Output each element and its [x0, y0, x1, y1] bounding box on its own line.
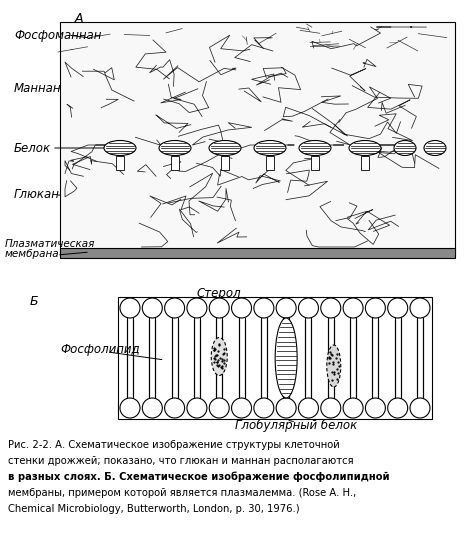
Circle shape	[142, 398, 162, 418]
Circle shape	[254, 398, 274, 418]
Text: Стерол: Стерол	[197, 287, 241, 300]
Text: Глюкан: Глюкан	[14, 189, 60, 202]
Bar	[60, 22, 455, 255]
Circle shape	[343, 298, 363, 318]
Ellipse shape	[394, 141, 416, 156]
Text: А: А	[75, 12, 83, 25]
Ellipse shape	[349, 141, 381, 156]
Circle shape	[276, 298, 296, 318]
Ellipse shape	[299, 141, 331, 156]
Text: мембраны, примером которой является плазмалемма. (Rose A. H.,: мембраны, примером которой является плаз…	[8, 488, 356, 498]
Bar	[60, 248, 455, 258]
Circle shape	[120, 298, 140, 318]
Ellipse shape	[424, 141, 446, 156]
Text: Маннан: Маннан	[14, 82, 61, 95]
Text: стенки дрожжей; показано, что глюкан и маннан располагаются: стенки дрожжей; показано, что глюкан и м…	[8, 456, 354, 466]
Ellipse shape	[159, 141, 191, 156]
Bar	[266, 156, 274, 170]
Circle shape	[120, 398, 140, 418]
Circle shape	[366, 398, 386, 418]
Circle shape	[231, 298, 251, 318]
Text: Рис. 2-2. А. Схематическое изображение структуры клеточной: Рис. 2-2. А. Схематическое изображение с…	[8, 440, 340, 450]
Circle shape	[410, 298, 430, 318]
Circle shape	[276, 398, 296, 418]
Circle shape	[343, 398, 363, 418]
Text: в разных слоях. Б. Схематическое изображение фосфолипидной: в разных слоях. Б. Схематическое изображ…	[8, 472, 390, 483]
Circle shape	[231, 398, 251, 418]
Bar	[118, 297, 432, 419]
Ellipse shape	[104, 141, 136, 156]
Text: Б: Б	[30, 295, 39, 308]
Text: Плазматическая: Плазматическая	[5, 239, 95, 249]
Ellipse shape	[327, 345, 341, 387]
Text: мембрана: мембрана	[5, 249, 60, 259]
Bar	[221, 156, 229, 170]
Circle shape	[321, 298, 341, 318]
Bar	[361, 156, 369, 170]
Circle shape	[366, 298, 386, 318]
Circle shape	[298, 398, 318, 418]
Circle shape	[321, 398, 341, 418]
Ellipse shape	[209, 141, 241, 156]
Text: Белок: Белок	[14, 142, 51, 155]
Bar	[116, 156, 124, 170]
Text: Chemical Microbiology, Butterworth, London, p. 30, 1976.): Chemical Microbiology, Butterworth, Lond…	[8, 504, 299, 514]
Bar	[171, 156, 179, 170]
Circle shape	[410, 398, 430, 418]
Circle shape	[387, 298, 407, 318]
Circle shape	[142, 298, 162, 318]
Ellipse shape	[275, 318, 297, 398]
Circle shape	[387, 398, 407, 418]
Circle shape	[209, 298, 229, 318]
Circle shape	[187, 398, 207, 418]
Text: Фосфоманнан: Фосфоманнан	[14, 29, 101, 41]
Circle shape	[187, 298, 207, 318]
Circle shape	[165, 298, 185, 318]
Text: Глобулярный белок: Глобулярный белок	[235, 418, 357, 432]
Circle shape	[298, 298, 318, 318]
Ellipse shape	[211, 338, 227, 376]
Text: Фосфолипид: Фосфолипид	[60, 343, 139, 357]
Circle shape	[254, 298, 274, 318]
Circle shape	[209, 398, 229, 418]
Bar	[311, 156, 319, 170]
Circle shape	[165, 398, 185, 418]
Ellipse shape	[254, 141, 286, 156]
